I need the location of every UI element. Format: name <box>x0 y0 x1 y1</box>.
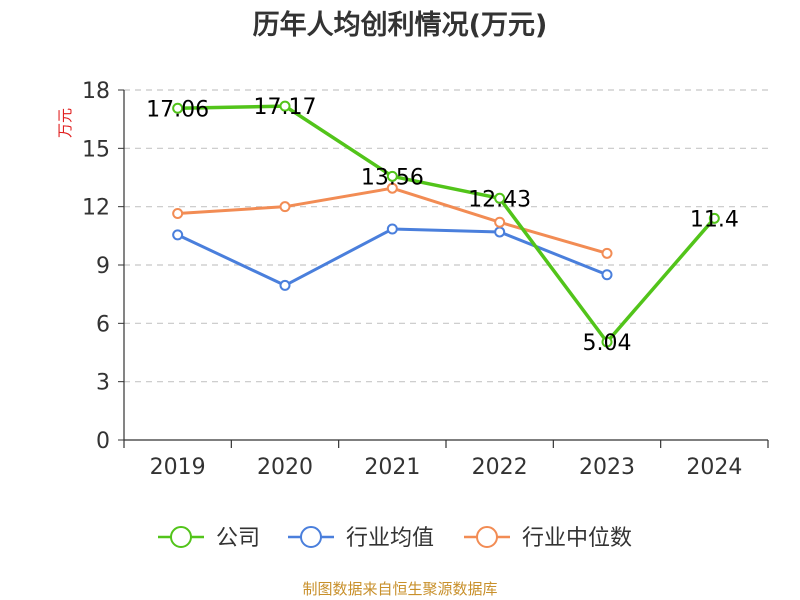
y-tick-label: 15 <box>82 137 110 162</box>
data-point <box>601 247 613 259</box>
legend-marker <box>476 526 498 548</box>
data-point <box>386 170 398 182</box>
data-point <box>708 212 720 224</box>
series-industry-median <box>172 182 613 259</box>
x-tick-label: 2021 <box>364 455 420 480</box>
legend-marker <box>170 526 192 548</box>
data-label: 12.43 <box>468 187 531 212</box>
data-point <box>601 336 613 348</box>
series-company <box>172 100 720 348</box>
data-point <box>494 216 506 228</box>
data-point <box>386 223 398 235</box>
data-point <box>172 102 184 114</box>
series-layer <box>172 100 720 348</box>
gridlines <box>124 89 768 383</box>
legend-label: 行业中位数 <box>522 526 632 551</box>
data-labels: 17.06 17.17 13.56 12.43 5.04 11.4 <box>146 95 739 356</box>
y-tick-label: 6 <box>96 312 110 337</box>
data-point <box>279 100 291 112</box>
y-tick-label: 12 <box>82 196 110 221</box>
data-point <box>494 226 506 238</box>
series-line <box>176 186 609 255</box>
data-label: 17.06 <box>146 97 209 122</box>
data-point <box>279 201 291 213</box>
legend[interactable]: 公司 行业均值 行业中位数 <box>158 526 632 551</box>
data-label: 13.56 <box>361 165 424 190</box>
legend-item[interactable]: 行业均值 <box>288 526 434 551</box>
source-note: 制图数据来自恒生聚源数据库 <box>302 580 497 598</box>
chart-title: 历年人均创利情况(万元) <box>253 9 548 41</box>
data-point <box>601 269 613 281</box>
y-tick-label: 18 <box>82 79 110 104</box>
legend-item[interactable]: 公司 <box>158 526 260 551</box>
legend-label: 行业均值 <box>346 526 434 551</box>
y-axis-label: 万元 <box>56 108 74 138</box>
data-label: 11.4 <box>690 207 739 232</box>
legend-label: 公司 <box>216 526 260 551</box>
data-point <box>494 192 506 204</box>
x-tick-label: 2022 <box>472 455 528 480</box>
data-point <box>279 279 291 291</box>
x-tick-label: 2023 <box>579 455 635 480</box>
legend-marker <box>300 526 322 548</box>
x-tick-label: 2019 <box>150 455 206 480</box>
series-line <box>175 104 717 344</box>
data-point <box>172 207 184 219</box>
x-tick-label: 2020 <box>257 455 313 480</box>
legend-item[interactable]: 行业中位数 <box>464 526 632 551</box>
y-tick-label: 3 <box>96 371 110 396</box>
data-label: 17.17 <box>254 95 317 120</box>
y-tick-label: 0 <box>96 429 110 454</box>
data-point <box>386 182 398 194</box>
y-tick-label: 9 <box>96 254 110 279</box>
data-label: 5.04 <box>583 331 632 356</box>
x-tick-label: 2024 <box>686 455 742 480</box>
data-point <box>172 229 184 241</box>
axes: 0 3 6 9 12 15 18 2019 2020 2021 2022 2023 2024 <box>82 79 769 480</box>
